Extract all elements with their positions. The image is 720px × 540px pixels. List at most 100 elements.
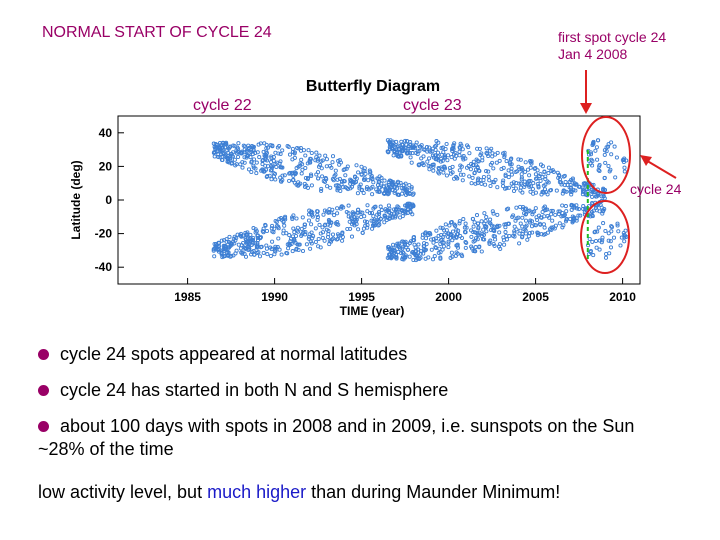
sunspot-point — [523, 207, 528, 212]
sunspot-point — [212, 254, 217, 259]
bullet-dot-icon — [38, 421, 49, 432]
sunspot-point — [569, 207, 574, 212]
sunspot-point — [523, 206, 528, 211]
sunspot-point — [602, 152, 607, 157]
sunspot-point — [281, 228, 286, 233]
sunspot-point — [254, 160, 259, 165]
sunspot-point — [302, 181, 307, 186]
sunspot-point — [309, 222, 314, 227]
sunspot-point — [476, 176, 481, 181]
sunspot-point — [337, 176, 342, 181]
sunspot-point — [227, 234, 232, 239]
sunspot-point — [301, 148, 306, 153]
sunspot-point — [226, 240, 232, 245]
sunspot-point — [556, 209, 561, 214]
sunspot-point — [502, 153, 507, 158]
sunspot-point — [606, 238, 611, 243]
sunspot-point — [426, 163, 431, 168]
sunspot-point — [372, 205, 377, 210]
sunspot-point — [458, 172, 463, 177]
y-tick-label: -20 — [95, 227, 113, 241]
sunspot-point — [269, 154, 274, 159]
sunspot-point — [541, 190, 546, 195]
sunspot-point — [263, 157, 268, 162]
sunspot-point — [400, 191, 405, 196]
sunspot-point — [468, 167, 473, 172]
sunspot-point — [254, 171, 259, 176]
sunspot-point — [448, 255, 453, 260]
sunspot-point — [529, 224, 535, 229]
sunspot-point — [296, 146, 301, 151]
sunspot-point — [223, 154, 228, 159]
sunspot-point — [607, 251, 612, 256]
sunspot-point — [495, 150, 500, 155]
sunspot-point — [370, 223, 376, 228]
sunspot-point — [502, 155, 507, 160]
sunspot-point — [569, 188, 574, 193]
sunspot-point — [386, 245, 391, 250]
sunspot-point — [470, 216, 475, 221]
sunspot-point — [252, 252, 257, 257]
sunspot-point — [264, 153, 269, 158]
sunspot-point — [389, 211, 394, 217]
y-axis-ticks: 40 20 0 -20 -40 — [95, 126, 124, 274]
sunspot-point — [520, 215, 525, 220]
sunspot-point — [293, 171, 298, 176]
sunspot-point — [431, 240, 436, 245]
sunspot-point — [253, 241, 258, 246]
sunspot-point — [282, 223, 287, 228]
sunspot-point — [332, 213, 337, 218]
sunspot-point — [523, 212, 528, 217]
sunspot-point — [221, 238, 227, 243]
sunspot-point — [299, 226, 304, 231]
sunspot-point — [340, 230, 345, 235]
sunspot-point — [315, 212, 320, 217]
sunspot-point — [417, 148, 422, 153]
sunspot-point — [359, 214, 364, 220]
sunspot-point — [236, 141, 241, 146]
sunspot-point — [211, 141, 216, 146]
sunspot-point — [350, 210, 355, 215]
sunspot-point — [358, 182, 363, 187]
sunspot-point — [429, 247, 434, 252]
sunspot-point — [310, 210, 315, 215]
sunspot-point — [435, 150, 441, 155]
sunspot-point — [529, 219, 535, 224]
sunspot-point — [216, 149, 221, 154]
sunspot-point — [513, 186, 518, 191]
sunspot-point — [263, 223, 268, 228]
sunspot-point — [324, 164, 329, 169]
sunspot-point — [303, 229, 308, 235]
sunspot-point — [377, 185, 382, 190]
sunspot-point — [455, 176, 460, 181]
sunspot-point — [484, 146, 489, 151]
sunspot-point — [437, 171, 442, 176]
sunspot-point — [325, 184, 330, 189]
sunspot-point — [396, 143, 401, 148]
sunspot-point — [260, 162, 265, 167]
sunspot-point — [278, 165, 283, 170]
sunspot-point — [348, 179, 353, 184]
sunspot-point — [458, 233, 463, 239]
sunspot-point — [231, 150, 236, 155]
sunspot-point — [536, 213, 542, 218]
sunspot-point — [482, 211, 487, 216]
sunspot-point — [449, 155, 454, 160]
sunspot-point — [309, 173, 314, 179]
sunspot-point — [277, 143, 282, 149]
sunspot-point — [272, 252, 277, 257]
sunspot-point — [305, 161, 310, 166]
conclusion-part1: low activity level, but — [38, 482, 208, 502]
sunspot-point — [268, 253, 273, 259]
sunspot-point — [285, 143, 290, 149]
sunspot-point — [257, 254, 263, 259]
sunspot-point — [472, 171, 477, 176]
sunspot-point — [612, 144, 617, 149]
sunspot-point — [294, 247, 299, 252]
sunspot-point — [437, 246, 442, 251]
sunspot-point — [487, 241, 492, 246]
sunspot-point — [225, 252, 231, 257]
sunspot-point — [406, 146, 411, 151]
cycle24-north-highlight — [581, 116, 631, 194]
sunspot-point — [387, 188, 392, 194]
